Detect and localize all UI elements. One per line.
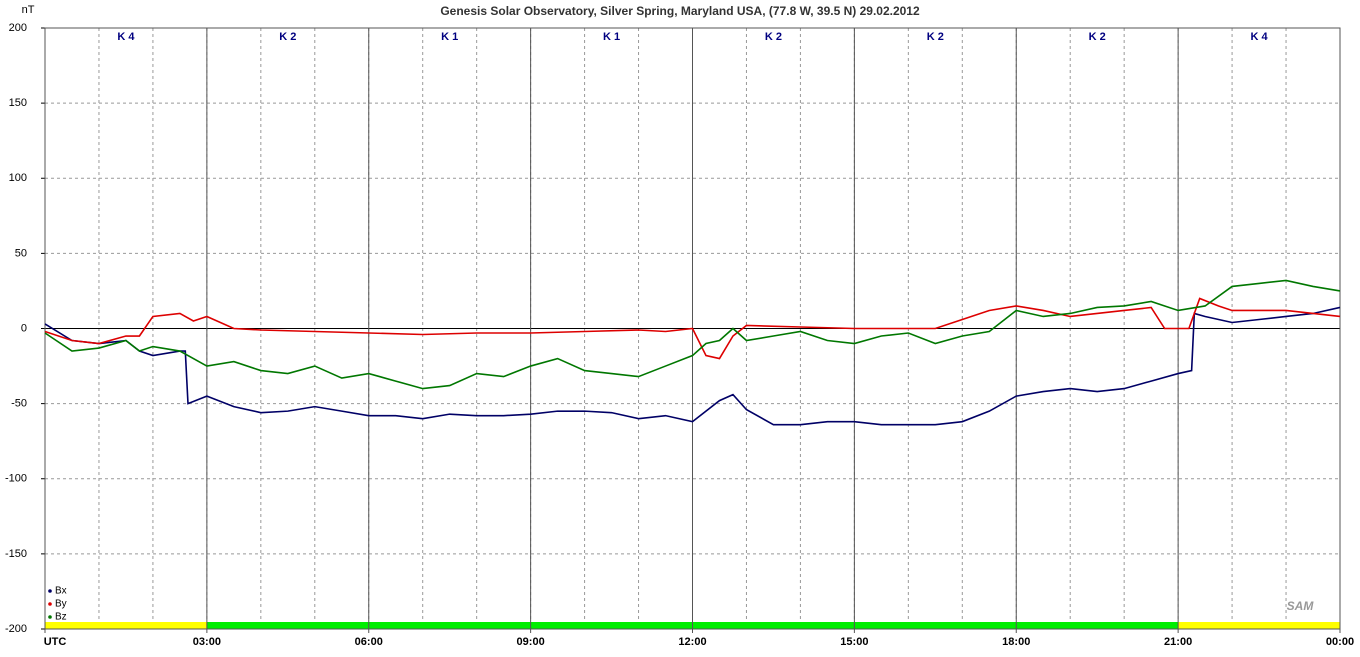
x-tick-label: 18:00 [1002, 636, 1030, 648]
x-tick-label: 00:00 [1326, 636, 1354, 648]
x-tick-label: 09:00 [517, 636, 545, 648]
k-label: K 2 [1089, 31, 1106, 43]
series-line [44, 279, 1341, 390]
y-tick-label: 150 [9, 97, 27, 109]
k-bar [530, 622, 693, 629]
plot-frame [44, 27, 1341, 630]
k-bar [854, 622, 1017, 629]
x-tick-label: 21:00 [1164, 636, 1192, 648]
k-bar [206, 622, 369, 629]
legend-marker [48, 589, 52, 593]
k-label: K 1 [603, 31, 620, 43]
k-bar [1016, 622, 1179, 629]
x-tick-label: 03:00 [193, 636, 221, 648]
y-tick-label: -100 [5, 473, 27, 485]
y-tick-label: 100 [9, 172, 27, 184]
k-label: K 4 [1251, 31, 1269, 43]
chart-title: Genesis Solar Observatory, Silver Spring… [440, 4, 920, 18]
y-tick-label: -200 [5, 623, 27, 635]
legend-label: Bx [55, 586, 67, 597]
legend-marker [48, 602, 52, 606]
k-bar [1178, 622, 1340, 629]
legend-label: By [55, 599, 67, 610]
legend-label: Bz [55, 612, 67, 623]
x-tick-label: 15:00 [840, 636, 868, 648]
legend-marker [48, 615, 52, 619]
y-tick-label: -50 [11, 398, 27, 410]
series-line [44, 297, 1341, 360]
k-label: K 2 [765, 31, 782, 43]
k-bar [368, 622, 531, 629]
k-label: K 4 [117, 31, 135, 43]
logo: SAM [1287, 599, 1315, 613]
x-tick-label: 06:00 [355, 636, 383, 648]
x-tick-label: 12:00 [678, 636, 706, 648]
y-tick-label: 50 [15, 247, 27, 259]
y-axis-label: nT [22, 4, 35, 16]
k-bar [692, 622, 855, 629]
k-label: K 1 [441, 31, 458, 43]
k-bar [45, 622, 207, 629]
y-tick-label: 200 [9, 22, 27, 34]
k-label: K 2 [279, 31, 296, 43]
y-tick-label: 0 [21, 322, 27, 334]
series-line [44, 306, 1341, 426]
x-tick-label: UTC [44, 636, 67, 648]
k-label: K 2 [927, 31, 944, 43]
y-tick-label: -150 [5, 548, 27, 560]
